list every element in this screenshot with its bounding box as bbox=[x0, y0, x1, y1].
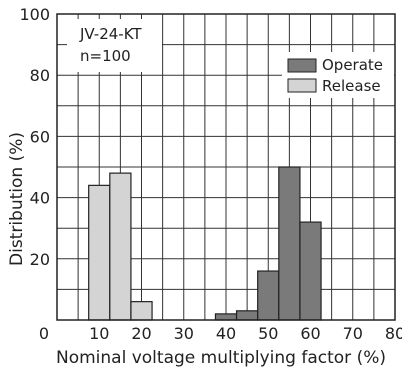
x-tick-label: 10 bbox=[89, 324, 109, 343]
bar-release bbox=[88, 184, 111, 321]
y-tick-labels: 100 80 60 40 20 bbox=[19, 5, 50, 269]
legend-swatch-operate bbox=[287, 58, 317, 73]
bar-operate bbox=[257, 270, 280, 321]
bars bbox=[88, 166, 322, 321]
bar-release bbox=[130, 301, 153, 321]
x-tick-label: 70 bbox=[343, 324, 363, 343]
y-tick-label: 80 bbox=[30, 66, 50, 85]
x-tick-labels: 0 10 20 30 40 50 60 70 80 bbox=[39, 324, 402, 343]
annotation-box: JV-24-KT n=100 bbox=[67, 19, 162, 72]
bar-release bbox=[109, 172, 132, 321]
y-tick-label: 40 bbox=[30, 189, 50, 208]
legend-swatch-release bbox=[287, 78, 317, 93]
x-tick-label: 0 bbox=[39, 324, 49, 343]
bar-operate bbox=[214, 313, 238, 321]
x-tick-label: 20 bbox=[131, 324, 151, 343]
legend: Operate Release bbox=[282, 52, 394, 98]
plot-frame bbox=[56, 13, 396, 321]
y-tick-label: 60 bbox=[30, 127, 50, 146]
y-tick-label: 20 bbox=[30, 250, 50, 269]
y-tick-label: 100 bbox=[19, 5, 50, 24]
bar-operate bbox=[278, 166, 301, 321]
x-tick-label: 50 bbox=[258, 324, 278, 343]
legend-label-release: Release bbox=[322, 77, 381, 95]
x-tick-label: 60 bbox=[300, 324, 320, 343]
x-tick-label: 80 bbox=[385, 324, 402, 343]
x-tick-label: 40 bbox=[216, 324, 236, 343]
x-tick-label: 30 bbox=[174, 324, 194, 343]
bar-operate bbox=[235, 310, 259, 321]
sample-size-label: n=100 bbox=[80, 47, 131, 65]
bar-operate bbox=[299, 221, 322, 321]
x-axis-title: Nominal voltage multiplying factor (%) bbox=[56, 348, 386, 368]
y-axis-title: Distribution (%) bbox=[7, 132, 27, 266]
model-label: JV-24-KT bbox=[79, 25, 142, 43]
legend-label-operate: Operate bbox=[322, 56, 383, 74]
